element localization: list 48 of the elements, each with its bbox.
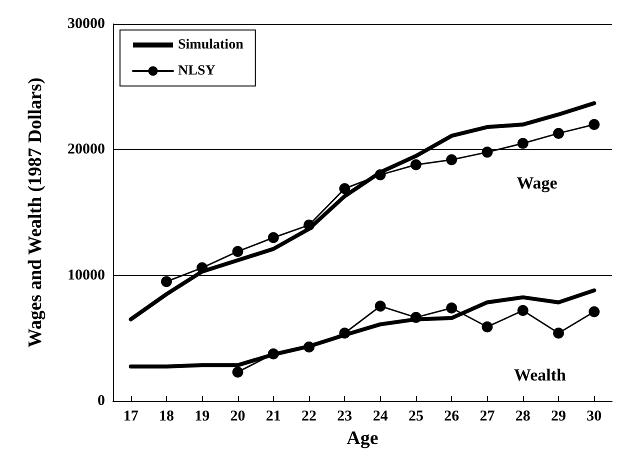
point bbox=[374, 300, 386, 312]
point bbox=[304, 220, 315, 231]
legend-label: NLSY bbox=[178, 64, 216, 78]
x-tick-label: 25 bbox=[408, 408, 424, 424]
y-tick-label: 20000 bbox=[68, 142, 105, 158]
point bbox=[268, 232, 279, 244]
point bbox=[517, 138, 528, 149]
y-axis-title: Wages and Wealth (1987 Dollars) bbox=[25, 78, 46, 348]
x-tick-label: 29 bbox=[551, 408, 566, 424]
point bbox=[446, 302, 458, 314]
y-tick-label: 30000 bbox=[68, 16, 105, 32]
x-tick-label: 30 bbox=[586, 408, 602, 424]
point bbox=[160, 276, 172, 288]
point bbox=[588, 119, 600, 130]
x-tick-label: 22 bbox=[302, 408, 317, 424]
point bbox=[482, 321, 493, 332]
point bbox=[553, 128, 564, 139]
y-tick-label: 0 bbox=[98, 393, 105, 409]
point bbox=[268, 348, 279, 360]
point bbox=[446, 154, 458, 166]
x-tick-label: 20 bbox=[230, 408, 246, 424]
point bbox=[339, 183, 350, 194]
point bbox=[196, 262, 208, 274]
point bbox=[482, 146, 493, 158]
x-tick-label: 21 bbox=[266, 408, 281, 424]
annotation: Wage bbox=[516, 174, 558, 192]
x-tick-label: 23 bbox=[337, 408, 352, 424]
point bbox=[517, 305, 528, 316]
x-tick-label: 28 bbox=[515, 408, 530, 424]
x-axis-title: Age bbox=[346, 428, 378, 449]
x-tick-label: 24 bbox=[372, 408, 388, 424]
point bbox=[588, 306, 600, 318]
point bbox=[374, 169, 386, 180]
x-tick-label: 17 bbox=[123, 408, 139, 424]
x-tick-label: 26 bbox=[444, 408, 460, 424]
legend-label: Simulation bbox=[178, 38, 244, 52]
point bbox=[232, 366, 244, 378]
point bbox=[232, 246, 244, 257]
point bbox=[410, 312, 422, 323]
point bbox=[304, 341, 315, 352]
point bbox=[410, 159, 422, 170]
annotation: Wealth bbox=[514, 366, 567, 384]
x-tick-label: 18 bbox=[158, 408, 174, 424]
x-tick-label: 19 bbox=[194, 408, 210, 424]
point bbox=[553, 328, 564, 339]
x-tick-label: 27 bbox=[480, 408, 496, 424]
y-tick-label: 10000 bbox=[68, 267, 105, 284]
point bbox=[339, 328, 350, 339]
